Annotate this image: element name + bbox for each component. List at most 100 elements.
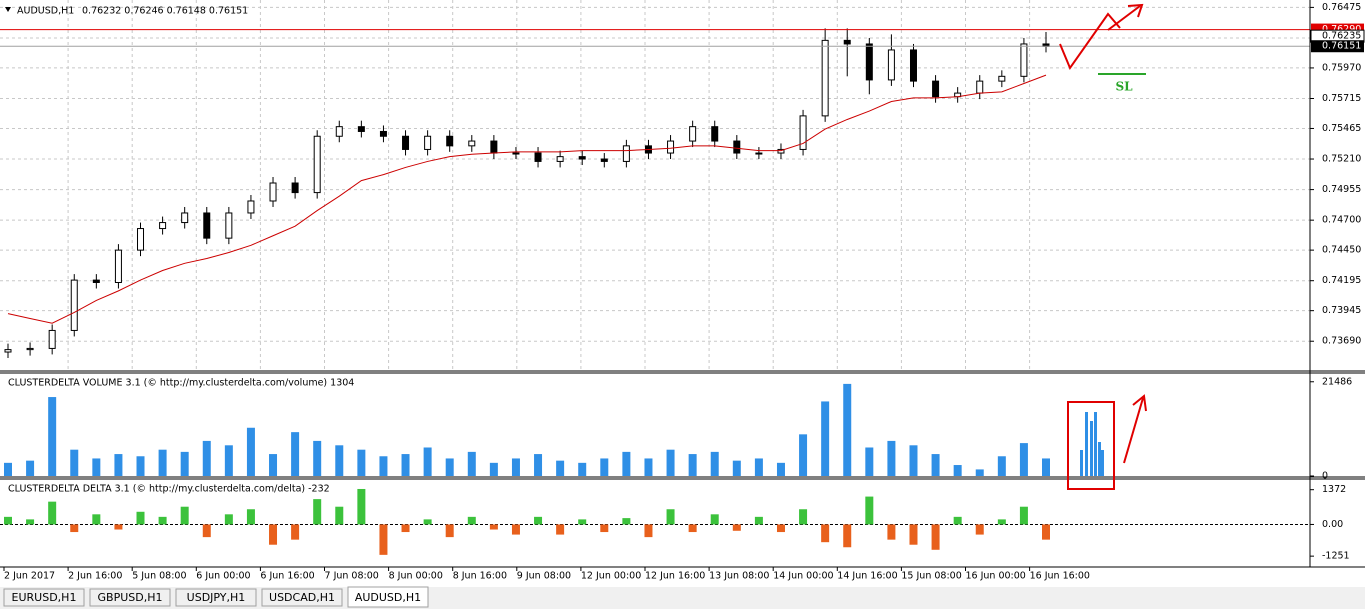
candle-body — [512, 152, 520, 155]
candle-body — [92, 279, 100, 283]
tab-label[interactable]: EURUSD,H1 — [12, 591, 77, 604]
tab[interactable] — [89, 588, 171, 607]
delta-bar — [799, 509, 808, 525]
highlight-box — [1067, 401, 1115, 490]
time-label: 5 Jun 08:00 — [132, 571, 186, 582]
candle-body — [335, 126, 343, 137]
volume-bar — [578, 462, 587, 476]
tab[interactable] — [175, 588, 257, 607]
candle-body — [600, 158, 608, 162]
time-label: 16 Jun 00:00 — [966, 571, 1026, 582]
menu-arrow[interactable] — [5, 7, 11, 12]
candle-body — [622, 145, 630, 162]
time-label: 8 Jun 00:00 — [389, 571, 443, 582]
delta-bar — [401, 524, 410, 533]
y-tick-label: 0.76475 — [1322, 2, 1361, 13]
candle-body — [446, 135, 454, 147]
tab-label[interactable]: USDJPY,H1 — [187, 591, 246, 604]
volume-bar — [821, 401, 830, 476]
volume-bar — [92, 458, 101, 476]
candle-body — [777, 148, 785, 154]
delta-bar — [909, 524, 918, 545]
delta-bar — [224, 514, 233, 525]
y-tick-label: 0.74700 — [1322, 215, 1361, 226]
tab[interactable] — [261, 588, 343, 607]
delta-bar — [48, 501, 57, 525]
volume-bar — [489, 462, 498, 476]
indicator-title: CLUSTERDELTA DELTA 3.1 (© http://my.clus… — [8, 484, 330, 495]
delta-bar — [821, 524, 830, 543]
candle-body — [357, 126, 365, 132]
volume-bar — [622, 451, 631, 476]
candle-body — [998, 75, 1006, 82]
candle-body — [291, 182, 299, 194]
delta-bar — [578, 519, 587, 525]
candle-body — [269, 182, 277, 202]
tab-label[interactable]: GBPUSD,H1 — [98, 591, 163, 604]
delta-bar — [997, 519, 1006, 525]
delta-bar — [666, 509, 675, 525]
delta-bar — [732, 524, 741, 531]
ohlc: 0.76232 0.76246 0.76148 0.76151 — [82, 6, 248, 17]
delta-bar — [688, 524, 697, 533]
volume-bar — [202, 440, 211, 476]
time-label: 14 Jun 16:00 — [837, 571, 897, 582]
y-tick-label: 0 — [1322, 471, 1328, 482]
volume-bar — [48, 397, 57, 476]
delta-bar — [1019, 506, 1028, 525]
candle-body — [534, 152, 542, 162]
delta-bar — [644, 524, 653, 538]
volume-bar — [887, 440, 896, 476]
delta-bar — [92, 514, 101, 525]
delta-bar — [776, 524, 785, 533]
y-tick-label: -1251 — [1322, 551, 1350, 562]
y-tick-label: 0.74955 — [1322, 184, 1361, 195]
price-label-box — [1311, 40, 1364, 53]
volume-bar — [909, 445, 918, 476]
y-tick-label: 0.75465 — [1322, 123, 1361, 134]
projected-bar — [1090, 421, 1093, 476]
projected-bar — [1098, 442, 1101, 476]
candle-body — [70, 279, 78, 331]
volume-bar — [136, 456, 145, 476]
projected-bar — [1094, 412, 1097, 476]
time-label: 6 Jun 16:00 — [260, 571, 314, 582]
delta-bar — [269, 524, 278, 545]
tab[interactable] — [347, 586, 429, 608]
candle-body — [225, 212, 233, 239]
candle-body — [932, 80, 940, 98]
volume-bar — [732, 460, 741, 476]
delta-bar — [887, 524, 896, 540]
y-tick-label: 21486 — [1322, 376, 1352, 387]
time-label: 2 Jun 2017 — [4, 571, 55, 582]
y-tick-label: 0.00 — [1322, 519, 1343, 530]
candle-body — [114, 249, 122, 283]
tab[interactable] — [3, 588, 85, 607]
candle-body — [909, 49, 917, 82]
tab-label[interactable]: USDCAD,H1 — [269, 591, 335, 604]
candle-body — [424, 135, 432, 150]
candle-body — [733, 140, 741, 154]
delta-bar — [114, 524, 123, 530]
projected-bar — [1085, 412, 1088, 476]
delta-bar — [467, 516, 476, 525]
delta-bar — [158, 516, 167, 525]
delta-bar — [710, 514, 719, 525]
candle-body — [711, 126, 719, 142]
volume-bar — [70, 449, 79, 476]
candle-body — [247, 200, 255, 214]
time-label: 7 Jun 08:00 — [325, 571, 379, 582]
delta-bar — [313, 499, 322, 525]
volume-bar — [269, 454, 278, 476]
tab-label[interactable]: AUDUSD,H1 — [355, 591, 421, 604]
volume-bar — [313, 440, 322, 476]
volume-bar — [467, 451, 476, 476]
delta-bar — [975, 524, 984, 535]
delta-bar — [556, 524, 565, 535]
volume-bar — [335, 445, 344, 476]
volume-bar — [158, 449, 167, 476]
y-tick-label: 0.75715 — [1322, 93, 1361, 104]
